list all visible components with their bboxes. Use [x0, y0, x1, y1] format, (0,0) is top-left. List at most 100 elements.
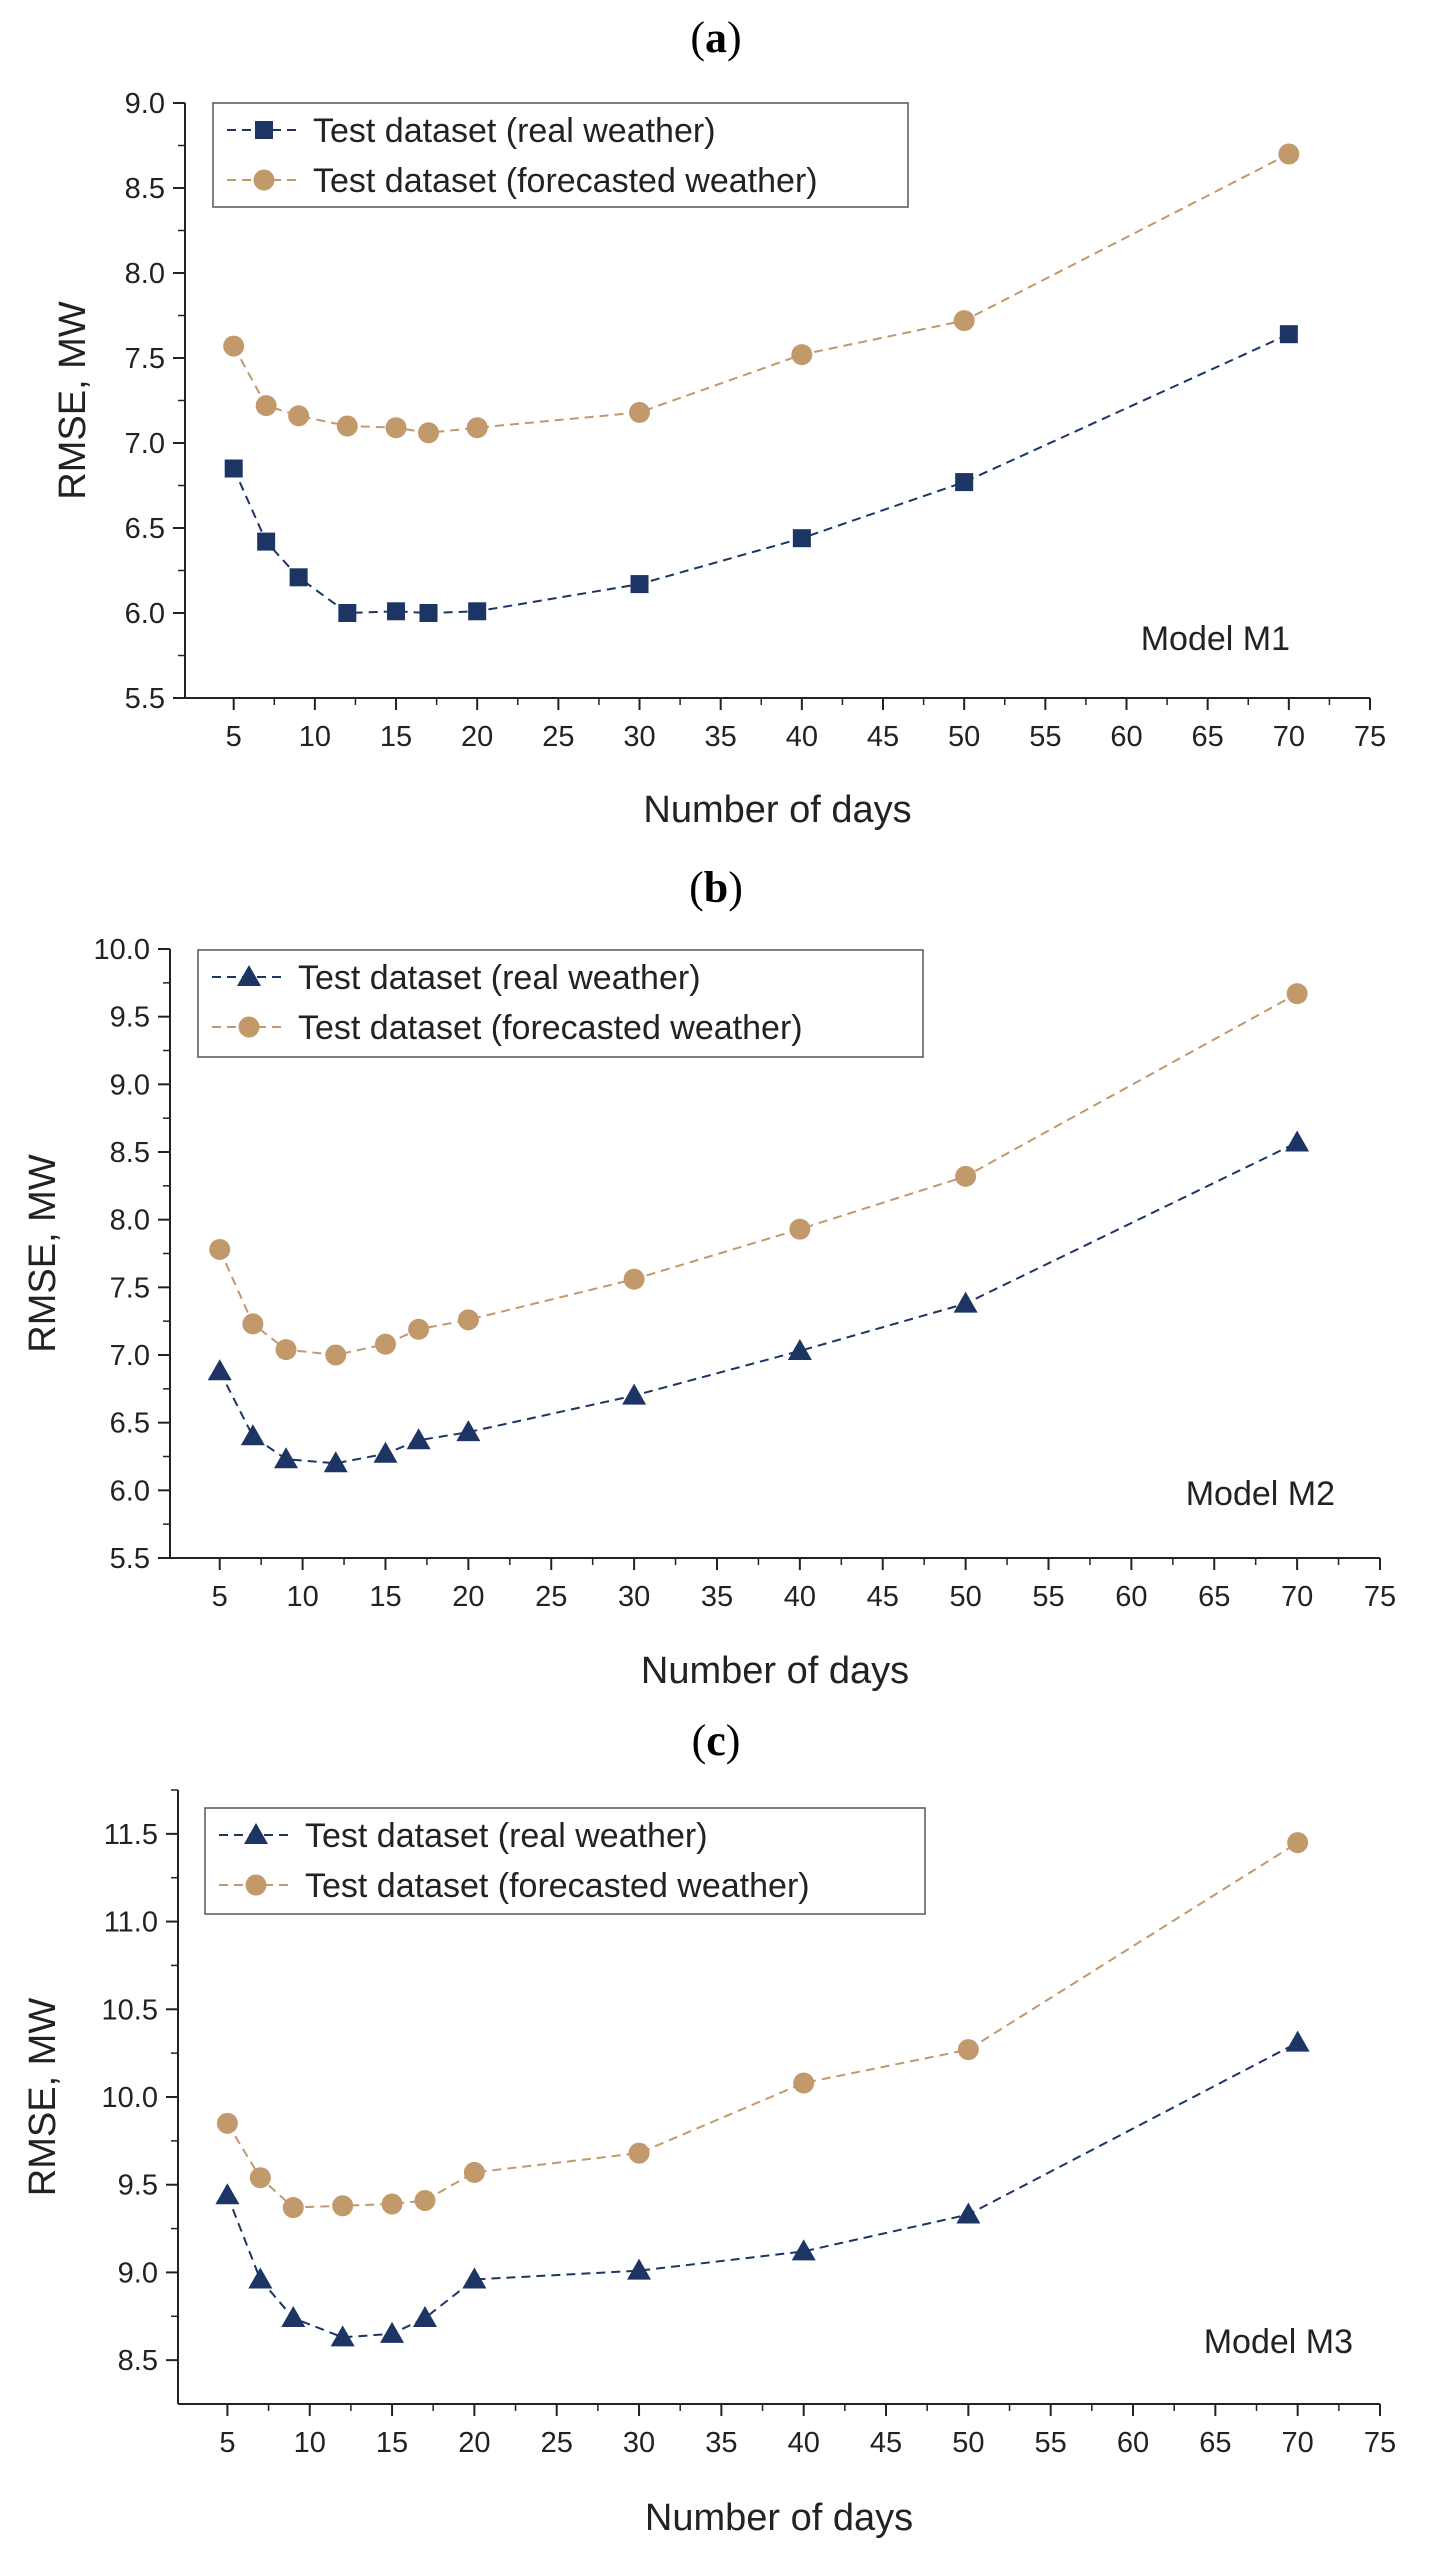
y-tick-label: 8.0	[110, 1205, 150, 1237]
x-tick-label: 55	[1035, 2427, 1067, 2459]
data-point	[215, 2183, 240, 2205]
y-tick-label: 5.5	[110, 1543, 150, 1575]
data-point	[456, 1420, 481, 1442]
x-tick-label: 5	[219, 2427, 235, 2459]
panel-label-open: (	[692, 1716, 707, 1765]
legend-box	[204, 1807, 926, 1915]
x-tick-label: 75	[1354, 721, 1386, 753]
x-tick-label: 70	[1282, 2427, 1314, 2459]
x-tick-label: 70	[1281, 1581, 1313, 1613]
y-tick-label: 9.0	[110, 1069, 150, 1101]
legend-label: Test dataset (real weather)	[313, 112, 716, 150]
x-tick-label: 50	[948, 721, 980, 753]
data-point	[622, 1383, 647, 1405]
data-point	[406, 1428, 431, 1450]
legend-marker	[238, 1016, 260, 1038]
x-tick-label: 15	[369, 1581, 401, 1613]
data-point	[953, 310, 975, 332]
y-tick-label: 10.0	[94, 934, 150, 966]
y-tick-label: 9.5	[118, 2170, 158, 2202]
data-point	[468, 602, 487, 621]
data-point	[281, 2306, 306, 2328]
x-tick-label: 30	[618, 1581, 650, 1613]
data-point	[463, 2161, 485, 2183]
panel-label-letter: c	[706, 1716, 726, 1765]
panel-label-close: )	[726, 1716, 741, 1765]
data-point	[1287, 1832, 1309, 1854]
legend-box	[212, 102, 909, 208]
x-tick-label: 60	[1115, 1581, 1147, 1613]
data-point	[793, 2072, 815, 2094]
x-axis-title: Number of days	[643, 789, 911, 831]
y-tick-label: 7.5	[110, 1272, 150, 1304]
legend-label: Test dataset (real weather)	[305, 1817, 708, 1855]
legend-marker	[255, 121, 273, 139]
y-tick-label: 8.0	[125, 258, 165, 290]
series-real-weather	[215, 2030, 1310, 2347]
legend-label: Test dataset (forecasted weather)	[305, 1867, 810, 1905]
x-tick-label: 65	[1199, 2427, 1231, 2459]
y-tick-label: 9.0	[118, 2257, 158, 2289]
y-axis-title: RMSE, MW	[22, 1154, 64, 1353]
series-line	[226, 1841, 1299, 2209]
x-tick-label: 20	[458, 2427, 490, 2459]
panel-label: (a)	[690, 13, 741, 62]
data-point	[955, 473, 974, 492]
data-point	[257, 532, 276, 551]
data-point	[381, 2193, 403, 2215]
data-point	[374, 1333, 396, 1355]
data-point	[466, 417, 488, 439]
data-point	[385, 417, 407, 439]
legend-marker	[253, 169, 275, 191]
x-tick-label: 5	[226, 721, 242, 753]
x-tick-label: 25	[535, 1581, 567, 1613]
data-point	[240, 1424, 265, 1446]
data-point	[323, 1451, 348, 1473]
data-point	[414, 2190, 436, 2212]
legend-label: Test dataset (forecasted weather)	[298, 1009, 803, 1047]
data-point	[336, 415, 358, 437]
data-point	[629, 401, 651, 423]
data-point	[209, 1238, 231, 1260]
data-point	[223, 335, 245, 357]
panel-label-letter: a	[705, 13, 727, 62]
x-tick-label: 20	[461, 721, 493, 753]
x-axis-title: Number of days	[641, 1650, 909, 1692]
x-tick-label: 10	[294, 2427, 326, 2459]
panel-label: (c)	[692, 1716, 741, 1765]
chart-panel-a: (a) 5 10 15 20 25 30 35 40 45 50 55 60 65 70 75 5.5 6.0 6.…	[52, 13, 1386, 831]
y-tick-label: 11.0	[104, 1907, 158, 1939]
y-tick-label: 9.0	[125, 88, 165, 120]
model-annotation: Model M1	[1141, 620, 1290, 658]
y-tick-label: 8.5	[110, 1137, 150, 1169]
model-annotation: Model M2	[1186, 1475, 1335, 1513]
data-point	[373, 1441, 398, 1463]
data-point	[1279, 325, 1298, 344]
x-tick-label: 35	[705, 721, 737, 753]
x-tick-label: 15	[380, 721, 412, 753]
series-line	[218, 1141, 1298, 1465]
data-point	[248, 2267, 273, 2289]
x-tick-label: 5	[212, 1581, 228, 1613]
y-tick-label: 6.5	[110, 1408, 150, 1440]
data-point	[955, 1165, 977, 1187]
x-tick-label: 75	[1364, 2427, 1396, 2459]
legend-marker	[245, 1874, 267, 1896]
data-point	[282, 2197, 304, 2219]
data-point	[249, 2167, 271, 2189]
x-tick-label: 70	[1273, 721, 1305, 753]
data-point	[380, 2321, 405, 2343]
chart-panel-c: (c) 5 10 15 20 25 30 35 40 45 50 55 60 65 70 75 8.5 9.0 9.…	[22, 1716, 1396, 2539]
data-point	[957, 2039, 979, 2061]
y-tick-label: 5.5	[125, 683, 165, 715]
x-tick-label: 50	[949, 1581, 981, 1613]
x-tick-label: 10	[286, 1581, 318, 1613]
series-real-weather	[224, 325, 1298, 622]
legend-box	[197, 949, 924, 1058]
data-point	[408, 1318, 430, 1340]
data-point	[325, 1344, 347, 1366]
model-annotation: Model M3	[1204, 2323, 1353, 2361]
data-point	[1286, 983, 1308, 1005]
x-tick-label: 45	[867, 1581, 899, 1613]
